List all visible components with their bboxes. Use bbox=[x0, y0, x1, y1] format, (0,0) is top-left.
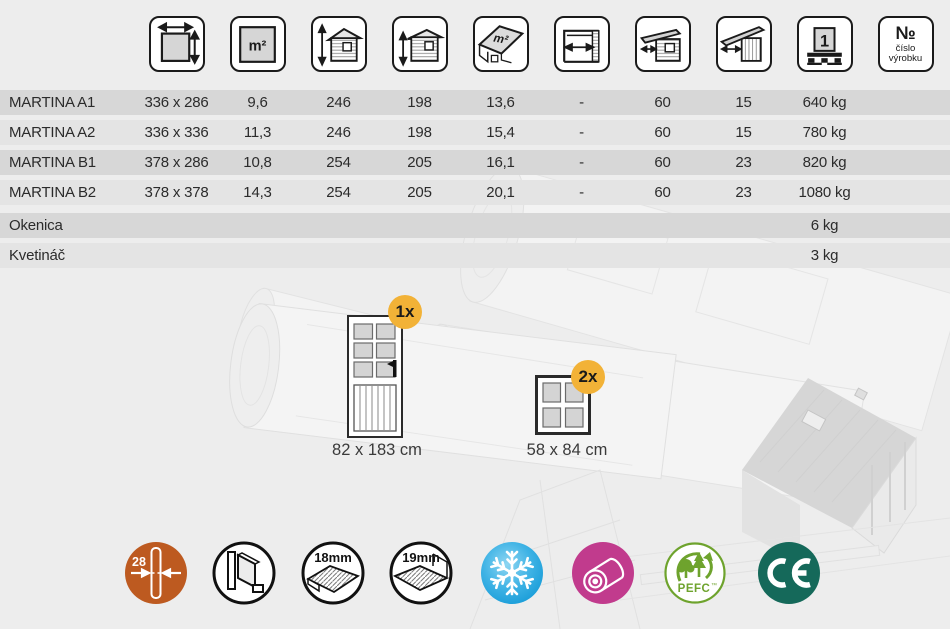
svg-text:18mm: 18mm bbox=[314, 550, 352, 565]
model-name: MARTINA A1 bbox=[9, 94, 96, 111]
svg-text:19mm: 19mm bbox=[402, 550, 440, 565]
pallet-count-icon: 1 bbox=[796, 16, 853, 72]
window-size-label: 58 x 84 cm bbox=[526, 441, 608, 459]
frost-resistant-icon bbox=[480, 541, 544, 605]
spec-table: MARTINA A1 336 x 286 9,6 246 198 13,6 - … bbox=[0, 90, 950, 273]
roof-area-icon: m² bbox=[472, 16, 529, 72]
table-row: MARTINA A2 336 x 336 11,3 246 198 15,4 -… bbox=[0, 120, 950, 145]
roof-overhang-front-icon bbox=[634, 16, 691, 72]
svg-text:PEFC: PEFC bbox=[678, 583, 711, 595]
svg-text:28: 28 bbox=[132, 555, 146, 569]
wall-thickness-28mm-icon: 28 bbox=[124, 541, 188, 605]
ground-dimensions-icon bbox=[148, 16, 205, 72]
window-count-badge: 2x bbox=[571, 360, 605, 394]
table-header-icons: m² bbox=[0, 16, 946, 72]
svg-text:číslo: číslo bbox=[896, 42, 916, 53]
wall-height-icon bbox=[391, 16, 448, 72]
model-name: MARTINA B2 bbox=[9, 184, 96, 201]
door-count-badge: 1x bbox=[388, 295, 422, 329]
table-row: MARTINA B2 378 x 378 14,3 254 205 20,1 -… bbox=[0, 180, 950, 205]
ce-mark-icon bbox=[757, 541, 821, 605]
svg-text:№: № bbox=[895, 23, 915, 43]
pefc-certified-icon: PEFC ™ bbox=[663, 541, 727, 605]
svg-text:1: 1 bbox=[820, 32, 829, 50]
svg-text:™: ™ bbox=[711, 582, 717, 589]
table-row: MARTINA B1 378 x 286 10,8 254 205 16,1 -… bbox=[0, 150, 950, 175]
roof-boards-18mm-icon: 18mm bbox=[301, 541, 365, 605]
model-name: MARTINA A2 bbox=[9, 124, 96, 141]
door-size-label: 82 x 183 cm bbox=[332, 441, 422, 459]
model-name: Okenica bbox=[9, 217, 63, 234]
table-row: Kvetináč 3 kg bbox=[0, 243, 950, 268]
svg-text:m²: m² bbox=[249, 38, 267, 54]
door-illustration bbox=[347, 315, 403, 443]
model-name: MARTINA B1 bbox=[9, 154, 96, 171]
floor-boards-19mm-icon: 19mm bbox=[389, 541, 453, 605]
svg-text:výrobku: výrobku bbox=[889, 52, 922, 63]
roof-overhang-side-icon bbox=[715, 16, 772, 72]
model-name: Kvetináč bbox=[9, 247, 65, 264]
floor-area-icon: m² bbox=[229, 16, 286, 72]
opening-width-icon bbox=[553, 16, 610, 72]
single-glazing-icon bbox=[212, 541, 276, 605]
svg-text:m²: m² bbox=[493, 30, 511, 46]
table-row: Okenica 6 kg bbox=[0, 213, 950, 238]
product-number-icon: № číslo výrobku bbox=[877, 16, 934, 72]
ridge-height-icon bbox=[310, 16, 367, 72]
roofing-felt-icon bbox=[571, 541, 635, 605]
table-row: MARTINA A1 336 x 286 9,6 246 198 13,6 - … bbox=[0, 90, 950, 115]
